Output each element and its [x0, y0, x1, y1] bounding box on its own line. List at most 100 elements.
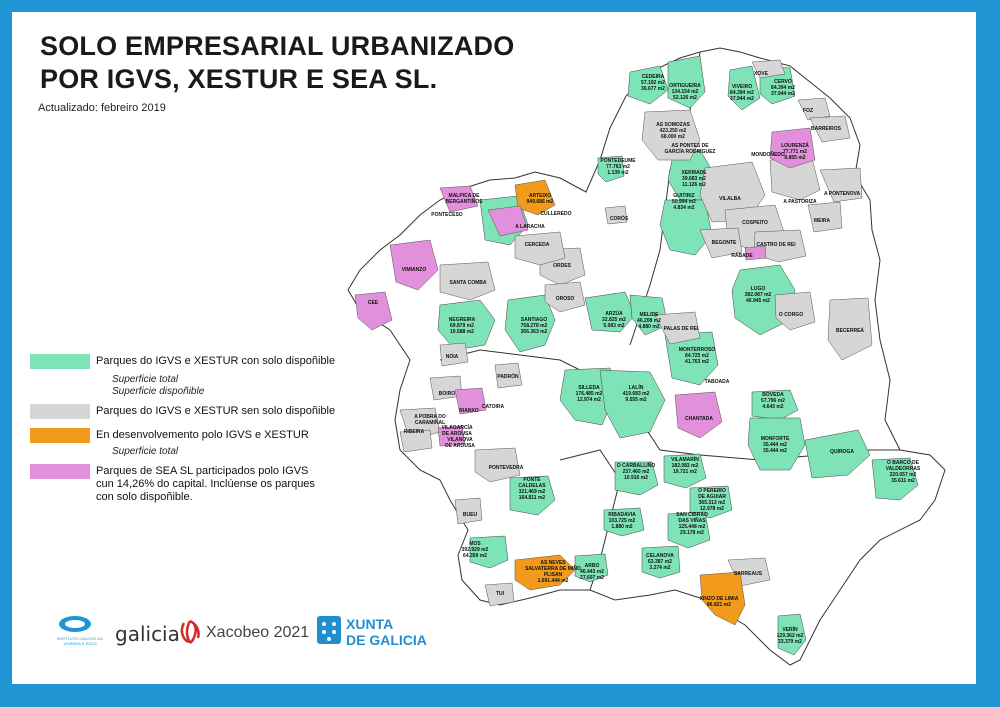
region-pontevedra[interactable] [474, 447, 521, 483]
map-label-line: MELIDE [639, 312, 659, 318]
region-a-pontenova[interactable] [819, 167, 863, 203]
map-label-line: 125.448 m2 [678, 524, 706, 530]
region-becerrea[interactable] [827, 297, 873, 361]
map-label-line: VERÍN [782, 627, 798, 633]
region-ribeira[interactable] [399, 429, 433, 453]
region-arbo[interactable] [574, 553, 609, 583]
map-label-line: 1.691.444 m2 [537, 578, 569, 584]
region-mos[interactable] [469, 535, 509, 569]
region-pontedeume[interactable] [597, 155, 625, 183]
region-xove[interactable] [751, 59, 786, 79]
region-santa-comba[interactable] [439, 261, 496, 301]
map-label-line: 35.611 m2 [891, 478, 915, 484]
map-label-line: PADRÓN [497, 374, 519, 380]
region-vimianzo[interactable] [389, 239, 439, 291]
region-ortigueira[interactable] [667, 55, 706, 109]
map-label-line: CATOIRA [481, 404, 505, 410]
region-bueu[interactable] [454, 497, 483, 525]
map-label-line: 77.763 m2 [606, 164, 630, 170]
region-chantada[interactable] [674, 391, 723, 439]
region-barco[interactable] [871, 457, 919, 501]
region-arteixo[interactable] [514, 179, 556, 216]
region-mondonedo[interactable] [769, 127, 816, 169]
region-malpica[interactable] [439, 185, 479, 213]
map-label-line: OROSO [555, 296, 575, 302]
region-plisan[interactable] [514, 554, 576, 591]
map-label: PONTECESO [431, 212, 462, 218]
map-label: CERVO 84.394 m2 37.944 m2 [771, 79, 795, 97]
map-label-line: 176.485 m2 [575, 391, 603, 397]
region-coros[interactable] [604, 205, 628, 225]
map-label: QUIROGA [830, 449, 854, 455]
map-label-line: 32.825 m2 [602, 317, 626, 323]
region-celanova[interactable] [641, 545, 681, 579]
region-corgo[interactable] [774, 291, 816, 331]
map-label: CATOIRA [482, 404, 504, 410]
xacobeo-logo: Xacobeo 2021 [206, 624, 310, 641]
region-negreira[interactable] [437, 299, 496, 351]
map-label-line: 237.460 m2 [622, 469, 650, 475]
region-padron[interactable] [494, 362, 523, 389]
legend-swatch-no-available [30, 404, 90, 419]
region-monterroso[interactable] [664, 331, 719, 386]
map-label: BEGONTE [712, 240, 737, 246]
region-o-carballino[interactable] [614, 461, 659, 496]
updated-date: Actualizado: febreiro 2019 [38, 102, 166, 114]
region-a-laracha[interactable] [487, 205, 529, 237]
map-label-line: 46.443 m2 [580, 569, 604, 575]
region-ribadavia[interactable] [603, 507, 645, 537]
legend-label-sea-1: Parques de SEA SL participados polo IGVS [96, 465, 309, 477]
region-cerceda[interactable] [514, 231, 566, 266]
map-label: XERMADE 39.683 m2 11.126 m2 [681, 170, 706, 188]
region-melide[interactable] [629, 294, 669, 336]
region-vilanova[interactable] [437, 425, 466, 447]
map-label: CULLEREDO [540, 211, 571, 217]
map-label: PONTE CALDELAS 321.469 m2 164.811 m2 [518, 477, 545, 501]
region-san-cibrao[interactable] [667, 511, 711, 549]
map-label-line: RIANXO [459, 408, 479, 414]
region-quiroga[interactable] [804, 429, 871, 479]
legend-swatch-in-development [30, 428, 90, 443]
region-palas[interactable] [654, 311, 701, 345]
map-label: VILALBA [719, 196, 741, 202]
region-begonte[interactable] [699, 227, 743, 259]
map-label-line: VIVEIRO [731, 84, 753, 90]
region-lalin[interactable] [599, 369, 666, 439]
region-ponte-caldelas[interactable] [509, 475, 556, 516]
region-pereiro[interactable] [689, 485, 733, 519]
region-rianxo[interactable] [454, 387, 487, 415]
region-as-somozas[interactable] [641, 109, 701, 161]
region-monforte[interactable] [747, 417, 806, 471]
region-verin[interactable] [777, 613, 807, 656]
map-label-line: 758.278 m2 [520, 323, 548, 329]
map-label: VIMIANZO [402, 267, 426, 273]
region-noia[interactable] [439, 342, 469, 367]
region-xinzo[interactable] [699, 571, 746, 626]
map-label-line: 29.178 m2 [680, 530, 704, 536]
region-arzua[interactable] [584, 291, 636, 333]
region-cedeira[interactable] [627, 65, 669, 105]
map-label: SANTA COMBA [450, 280, 487, 286]
legend-label-sea-3: con solo dispoñible. [96, 491, 193, 503]
map-label: CEDEIRA 57.192 m2 36.677 m2 [641, 74, 665, 92]
region-foz[interactable] [797, 97, 831, 121]
region-barreiros[interactable] [809, 115, 851, 143]
map-label-line: CALDELAS [518, 483, 546, 489]
region-meira[interactable] [807, 201, 843, 233]
map-label: MOS 392.929 m2 64.359 m2 [462, 541, 489, 559]
map-label-line: AS SOMOZAS [656, 122, 690, 128]
map-label-line: NOIA [445, 354, 459, 360]
map-label-line: DAS VIÑAS [678, 518, 706, 524]
map-label-line: 52.126 m2 [673, 95, 697, 101]
region-vilamarin[interactable] [663, 453, 707, 489]
map-label-line: PONTECESO [431, 212, 463, 218]
region-tui[interactable] [484, 582, 515, 607]
region-oroso[interactable] [544, 281, 586, 313]
region-silleda[interactable] [559, 367, 616, 426]
region-boveda[interactable] [751, 389, 799, 421]
region-rabade[interactable] [744, 245, 767, 261]
map-label-line: VILAMARÍN [671, 457, 699, 463]
region-viveiro[interactable] [727, 65, 761, 111]
region-cee[interactable] [354, 291, 393, 331]
